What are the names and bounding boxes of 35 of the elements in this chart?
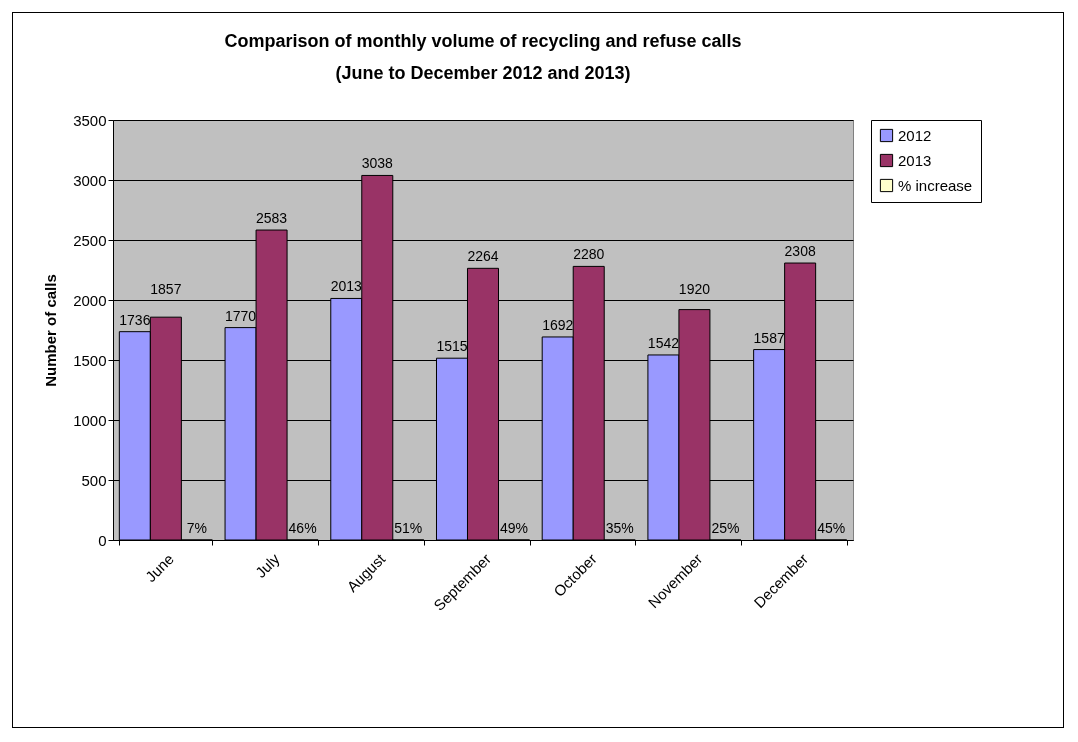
y-tick-label: 2500 bbox=[73, 231, 107, 249]
data-label: 7% bbox=[186, 519, 207, 536]
data-label: 1692 bbox=[542, 316, 574, 333]
y-tick-label: 3500 bbox=[73, 111, 107, 129]
y-axis-title: Number of calls bbox=[42, 274, 60, 387]
data-label: 2264 bbox=[467, 248, 499, 265]
y-tick-label: 3000 bbox=[73, 171, 107, 189]
data-label: 2280 bbox=[573, 246, 605, 263]
x-tick-label: July bbox=[251, 549, 284, 581]
legend-label: % increase bbox=[898, 176, 973, 194]
data-label: 1736 bbox=[119, 311, 151, 328]
text: (June to December 2012 and 2013) bbox=[335, 63, 631, 83]
data-label: 1920 bbox=[678, 281, 711, 297]
data-label: 2013 bbox=[330, 278, 363, 295]
data-label: 51% bbox=[394, 519, 423, 536]
data-label: 35% bbox=[605, 519, 634, 536]
data-label: 1515 bbox=[436, 338, 468, 355]
text: Comparison of monthly volume of recycling and refuse calls bbox=[224, 31, 742, 51]
data-label: 49% bbox=[499, 519, 529, 536]
y-tick-label: 1500 bbox=[73, 351, 107, 369]
legend-label: 2012 bbox=[898, 126, 932, 144]
data-label: 1587 bbox=[753, 329, 785, 346]
data-label: 3038 bbox=[361, 155, 394, 172]
data-label: 46% bbox=[288, 519, 317, 536]
legend-label: 2013 bbox=[898, 151, 932, 169]
y-tick-label: 1000 bbox=[73, 411, 107, 429]
data-label: 2308 bbox=[784, 243, 816, 260]
y-tick-label: 2000 bbox=[73, 291, 107, 309]
data-label: 1770 bbox=[224, 307, 257, 324]
data-label: 45% bbox=[817, 519, 846, 536]
y-tick-label: 500 bbox=[81, 471, 107, 489]
data-label: 2583 bbox=[255, 210, 288, 227]
y-tick-label: 0 bbox=[98, 531, 107, 549]
data-label: 1857 bbox=[150, 281, 182, 297]
data-label: 25% bbox=[711, 519, 740, 536]
